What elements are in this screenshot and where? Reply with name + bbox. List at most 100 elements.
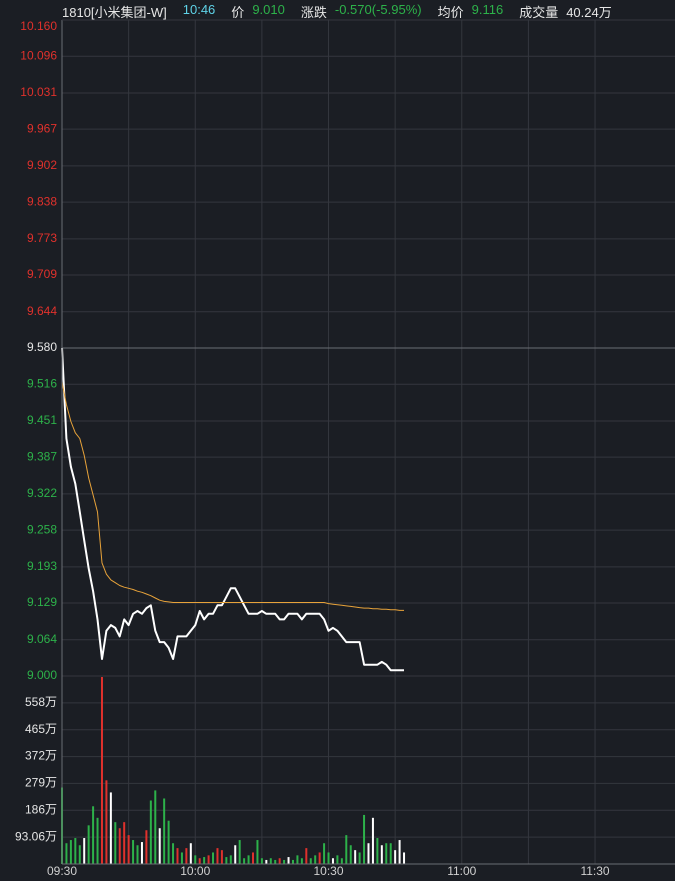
volume-bar: [229, 855, 232, 864]
field-label: 均价: [437, 5, 464, 20]
volume-bar: [154, 790, 157, 864]
volume-bar: [296, 855, 299, 864]
y-tick-label: 9.644: [27, 304, 57, 318]
volume-bar: [336, 855, 339, 864]
volume-bar: [260, 858, 263, 864]
volume-bar: [136, 845, 139, 864]
volume-bar: [247, 855, 250, 864]
volume-bar: [238, 840, 241, 864]
field-value: 9.010: [252, 2, 285, 17]
volume-bar: [354, 850, 357, 864]
x-tick-label: 10:00: [180, 864, 210, 878]
volume-bar: [385, 843, 388, 864]
y-tick-label: 9.516: [27, 376, 57, 390]
volume-bar: [185, 848, 188, 864]
volume-bar: [167, 820, 170, 864]
volume-bar: [327, 852, 330, 864]
volume-bar: [194, 855, 197, 864]
volume-bar: [367, 843, 370, 864]
field-label: 成交量: [519, 5, 559, 20]
volume-bar: [78, 845, 81, 864]
y-tick-label: 186万: [25, 802, 57, 816]
volume-bar: [305, 848, 308, 864]
y-tick-label: 9.193: [27, 559, 57, 573]
y-tick-label: 558万: [25, 695, 57, 709]
volume-bar: [100, 676, 103, 864]
volume-bar: [394, 850, 397, 864]
volume-bar: [278, 858, 281, 864]
y-tick-label: 9.451: [27, 413, 57, 427]
x-tick-label: 09:30: [47, 864, 77, 878]
volume-bar: [149, 800, 152, 864]
volume-bar: [127, 835, 130, 864]
volume-bar: [252, 852, 255, 864]
volume-bar: [318, 852, 321, 864]
volume-bar: [207, 855, 210, 864]
y-tick-label: 465万: [25, 722, 57, 736]
volume-bar: [389, 843, 392, 864]
volume-bar: [220, 850, 223, 864]
volume-bar: [132, 840, 135, 864]
y-tick-label: 9.967: [27, 121, 57, 135]
volume-bar: [331, 858, 334, 864]
volume-bar: [380, 845, 383, 864]
quote-time: 10:46: [182, 2, 216, 17]
y-tick-label: 9.000: [27, 668, 57, 682]
volume-bar: [349, 845, 352, 864]
volume-bar: [203, 857, 206, 864]
field-value: -0.570(-5.95%): [334, 2, 422, 17]
volume-bar: [345, 835, 348, 864]
y-tick-label: 9.838: [27, 194, 57, 208]
volume-bar: [145, 830, 148, 864]
y-tick-label: 10.096: [20, 48, 57, 62]
volume-bar: [65, 843, 68, 864]
volume-bar: [180, 852, 183, 864]
volume-bar: [340, 858, 343, 864]
x-tick-label: 11:00: [447, 864, 476, 878]
volume-bar: [314, 855, 317, 864]
x-tick-label: 11:30: [580, 864, 609, 878]
volume-bar: [83, 838, 86, 864]
volume-bar: [403, 852, 406, 864]
y-tick-label: 372万: [25, 749, 57, 763]
volume-bar: [212, 852, 215, 864]
volume-bar: [123, 822, 126, 864]
field-label: 涨跌: [300, 5, 327, 20]
volume-bar: [256, 840, 259, 864]
price-line: [61, 381, 404, 611]
field-value: 9.116: [471, 2, 504, 17]
volume-bar: [287, 857, 290, 864]
x-tick-label: 10:30: [314, 864, 344, 878]
y-tick-label: 279万: [25, 776, 57, 790]
y-tick-label: 9.129: [27, 595, 57, 609]
y-tick-label: 9.387: [27, 449, 57, 463]
volume-bar: [118, 828, 121, 864]
volume-bar: [265, 859, 268, 864]
volume-bar: [300, 858, 303, 864]
volume-bar: [225, 857, 228, 864]
y-tick-label: 9.902: [27, 158, 57, 172]
volume-bar: [163, 798, 166, 864]
volume-bar: [69, 840, 72, 864]
volume-bar: [176, 848, 179, 864]
y-tick-label: 9.709: [27, 267, 57, 281]
volume-bar: [269, 858, 272, 864]
volume-bar: [189, 843, 192, 864]
volume-bar: [140, 842, 143, 864]
volume-bar: [114, 822, 117, 864]
y-tick-label: 9.064: [27, 632, 57, 646]
volume-bar: [283, 859, 286, 864]
price-line: [61, 347, 404, 672]
stock-symbol: 1810[小米集团-W]: [62, 5, 167, 20]
volume-bar: [234, 845, 237, 864]
volume-bar: [105, 780, 108, 864]
volume-bar: [398, 840, 401, 864]
volume-bar: [109, 792, 112, 864]
volume-bar: [158, 828, 161, 864]
volume-bar: [323, 843, 326, 864]
y-tick-label: 9.322: [27, 486, 57, 500]
volume-bar: [87, 825, 90, 864]
volume-bar: [291, 859, 294, 864]
